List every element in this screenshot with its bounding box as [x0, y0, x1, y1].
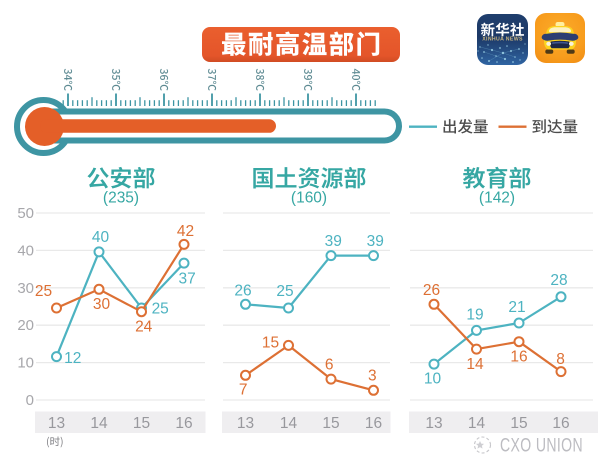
svg-text:16: 16	[510, 349, 527, 366]
svg-text:20: 20	[17, 317, 34, 334]
svg-text:37: 37	[178, 271, 195, 288]
svg-text:3: 3	[368, 368, 377, 385]
svg-text:10: 10	[424, 371, 442, 388]
svg-text:25: 25	[152, 301, 169, 318]
svg-text:7: 7	[239, 382, 248, 399]
svg-text:26: 26	[423, 282, 440, 299]
svg-text:42: 42	[177, 223, 194, 240]
svg-text:40: 40	[92, 229, 110, 246]
svg-text:14: 14	[280, 415, 298, 432]
svg-text:25: 25	[276, 283, 293, 300]
svg-text:13: 13	[237, 415, 254, 432]
svg-text:16: 16	[175, 415, 192, 432]
svg-text:12: 12	[64, 350, 81, 367]
svg-text:CXO UNION: CXO UNION	[500, 434, 583, 456]
svg-text:21: 21	[508, 299, 525, 316]
svg-text:14: 14	[468, 415, 486, 432]
svg-text:10: 10	[17, 355, 34, 372]
svg-text:25: 25	[35, 283, 52, 300]
svg-text:19: 19	[466, 306, 483, 323]
svg-text:15: 15	[262, 335, 279, 352]
svg-text:16: 16	[552, 415, 569, 432]
svg-text:15: 15	[133, 415, 150, 432]
svg-text:13: 13	[425, 415, 442, 432]
svg-text:0: 0	[26, 392, 34, 409]
svg-text:28: 28	[550, 272, 567, 289]
svg-text:39: 39	[367, 233, 384, 250]
svg-text:XINHUA NEWS: XINHUA NEWS	[482, 37, 523, 43]
svg-text:14: 14	[90, 415, 108, 432]
svg-text:13: 13	[48, 415, 65, 432]
svg-text:15: 15	[322, 415, 339, 432]
svg-text:6: 6	[325, 357, 334, 374]
svg-text:(235): (235)	[103, 190, 139, 207]
svg-text:8: 8	[556, 351, 565, 368]
svg-text:14: 14	[466, 356, 484, 373]
svg-text:39: 39	[325, 233, 342, 250]
svg-text:50: 50	[17, 205, 34, 222]
svg-text:(160): (160)	[291, 190, 327, 207]
svg-text:26: 26	[234, 283, 251, 300]
svg-text:16: 16	[365, 415, 382, 432]
svg-text:30: 30	[17, 280, 34, 297]
svg-text:(142): (142)	[479, 190, 515, 207]
svg-text:30: 30	[93, 296, 111, 313]
svg-text:40: 40	[17, 242, 34, 259]
svg-text:15: 15	[510, 415, 527, 432]
svg-text:24: 24	[135, 319, 153, 336]
